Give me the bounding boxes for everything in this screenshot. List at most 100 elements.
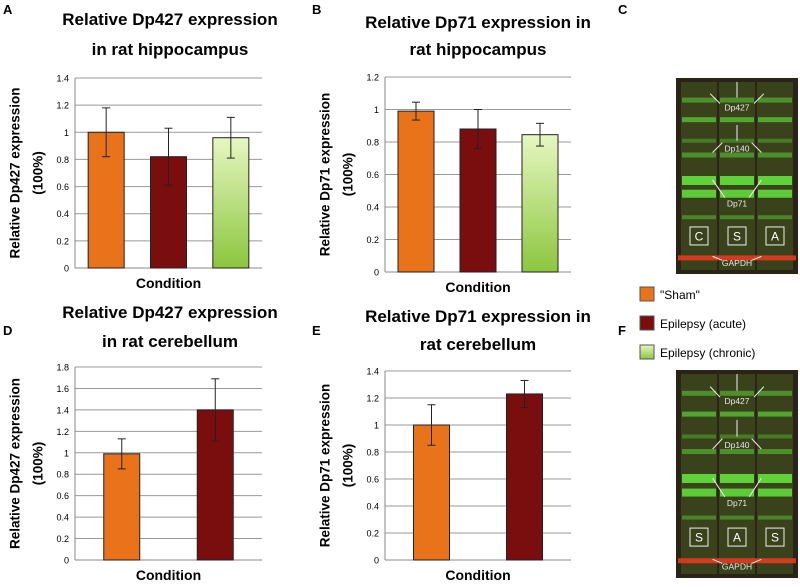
blot-f: Dp427 Dp140 Dp71 GAPDH S A S — [676, 370, 798, 578]
legend-label-acute: Epilepsy (acute) — [660, 317, 746, 331]
chart-a: Relative Dp427 expression in rat hippocam… — [8, 10, 278, 291]
panel-letter-b: B — [312, 2, 321, 17]
y-tick-label: 0.8 — [56, 155, 69, 165]
legend-label-sham: "Sham" — [660, 288, 700, 302]
y-tick-label: 0.6 — [56, 491, 69, 501]
y-tick-label: 1.4 — [56, 405, 69, 415]
blot-label-dp427: Dp427 — [724, 102, 749, 112]
blot-band — [758, 515, 792, 520]
y-tick-label: 0.8 — [366, 138, 379, 148]
blot-pointer-line — [709, 93, 721, 104]
chart-title-line: rat hippocampus — [410, 40, 547, 59]
y-tick-label: 1.2 — [56, 101, 69, 111]
blot-lane-label: C — [695, 229, 704, 243]
blot-pointer-line — [712, 179, 726, 198]
panel-letter-a: A — [3, 2, 13, 17]
y-tick-label: 0.8 — [56, 470, 69, 480]
blot-band — [682, 152, 716, 158]
blot-band — [682, 215, 716, 220]
blot-band — [720, 117, 754, 123]
y-axis-label: (100%) — [31, 442, 46, 486]
y-tick-label: 1.2 — [366, 73, 379, 83]
blot-band-gapdh — [678, 255, 796, 261]
y-tick-label: 1 — [374, 105, 379, 115]
blot-band — [758, 390, 792, 396]
panel-letter-d: D — [3, 323, 12, 338]
blot-band — [682, 189, 716, 198]
blot-pointer-line — [751, 558, 762, 564]
chart-title-line: Relative Dp71 expression in — [365, 307, 591, 326]
blot-label-dp140: Dp140 — [724, 440, 749, 450]
legend-swatch-sham — [639, 286, 655, 302]
blot-label-gapdh: GAPDH — [722, 562, 752, 572]
blot-pointer-line — [753, 386, 765, 398]
blot-band — [758, 411, 792, 417]
blot-band — [720, 215, 754, 220]
blot-band — [682, 411, 716, 417]
blot-band — [758, 449, 792, 455]
blot-band — [720, 138, 754, 143]
y-axis-label: (100%) — [31, 151, 46, 195]
blot-band — [758, 215, 792, 220]
bar-epilepsy-acute- — [459, 128, 497, 273]
bar-sham — [413, 424, 450, 561]
blot-lane-box — [689, 527, 709, 547]
y-tick-label: 0.4 — [366, 203, 379, 213]
blot-band — [682, 97, 716, 103]
y-tick-label: 1.8 — [56, 363, 69, 373]
blot-lane-box — [765, 527, 785, 547]
blot-label-dp427: Dp427 — [724, 396, 749, 406]
y-tick-label: 1.4 — [56, 74, 69, 84]
blot-lane-label: S — [733, 229, 741, 243]
legend-label-chronic: Epilepsy (chronic) — [660, 346, 755, 360]
bar-sham — [397, 110, 435, 273]
y-tick-label: 0 — [374, 268, 379, 278]
chart-e: Relative Dp71 expression in rat cerebellu… — [318, 307, 591, 583]
blot-band — [682, 488, 716, 497]
y-tick-label: 0.6 — [56, 182, 69, 192]
blot-label-dp71: Dp71 — [727, 198, 748, 208]
legend: "Sham" Epilepsy (acute) Epilepsy (chroni… — [639, 286, 755, 360]
blot-band — [758, 176, 792, 185]
blot-band — [720, 152, 754, 158]
chart-title-line: Relative Dp427 expression — [62, 10, 277, 29]
blot-pointer-line — [712, 438, 723, 450]
y-tick-label: 0.8 — [366, 448, 379, 458]
legend-swatch-acute — [639, 315, 655, 331]
blot-band — [758, 117, 792, 123]
blot-band — [682, 434, 716, 439]
x-axis-label: Condition — [136, 275, 201, 291]
y-tick-label: 0.2 — [366, 235, 379, 245]
blot-lane-box — [727, 226, 747, 246]
blot-c: Dp427 Dp140 Dp71 GAPDH C S A — [676, 78, 798, 274]
bar-epilepsy-acute- — [506, 393, 543, 561]
y-tick-label: 1 — [374, 421, 379, 431]
chart-title-line: in rat cerebellum — [102, 332, 238, 351]
chart-b: Relative Dp71 expression in rat hippocamp… — [318, 13, 591, 295]
blot-band — [758, 152, 792, 158]
blot-band — [682, 390, 716, 396]
blot-band — [758, 189, 792, 198]
blot-band-gapdh — [678, 558, 796, 564]
blot-label-gapdh: GAPDH — [722, 258, 752, 268]
blot-band — [682, 176, 716, 185]
panel-letter-f: F — [618, 323, 626, 338]
blot-lane-label: S — [771, 531, 779, 545]
x-axis-label: Condition — [136, 567, 201, 582]
blot-band — [758, 488, 792, 497]
blot-band — [682, 138, 716, 143]
chart-title-line: Relative Dp71 expression in — [365, 13, 591, 32]
y-tick-label: 0.4 — [366, 502, 379, 512]
y-tick-label: 1 — [64, 128, 69, 138]
panel-letter-c: C — [618, 2, 628, 17]
y-axis-label: Relative Dp427 expression — [8, 378, 23, 549]
y-axis-label: (100%) — [341, 153, 356, 197]
blot-label-dp71: Dp71 — [727, 498, 748, 508]
y-tick-label: 0.6 — [366, 170, 379, 180]
blot-label-dp140: Dp140 — [724, 144, 749, 154]
blot-band — [758, 474, 792, 483]
chart-title-line: rat cerebellum — [420, 335, 536, 354]
blot-band — [720, 176, 754, 185]
y-tick-label: 0 — [64, 556, 69, 566]
